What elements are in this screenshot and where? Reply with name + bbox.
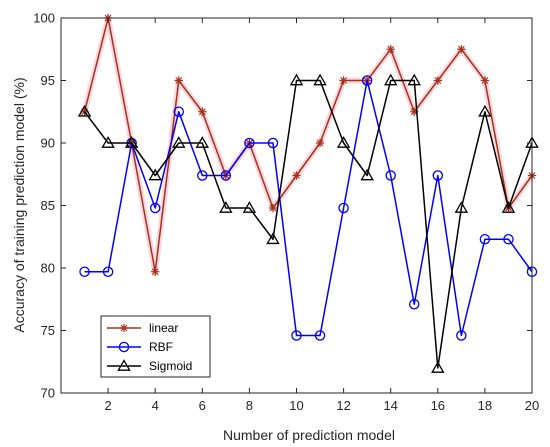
series-linear-point	[386, 45, 395, 54]
series-rbf-line	[84, 79, 533, 337]
series-linear-point	[433, 76, 442, 85]
series-rbf-point	[149, 202, 161, 214]
y-tick-label: 80	[41, 261, 55, 276]
legend: linear RBF Sigmoid	[100, 315, 211, 378]
series-linear-point	[457, 45, 466, 54]
series-rbf-point	[479, 233, 491, 245]
y-tick-label: 100	[33, 11, 55, 26]
legend-entry-sigmoid: Sigmoid	[107, 359, 192, 373]
series-rbf-point	[503, 233, 514, 245]
series-sigmoid-point	[454, 201, 469, 213]
series-rbf-point	[197, 170, 208, 181]
series-sigmoid-point	[313, 73, 327, 86]
legend-label: Sigmoid	[149, 359, 192, 373]
series-sigmoid	[77, 73, 539, 373]
series-rbf	[79, 75, 538, 341]
series-sigmoid-point	[77, 104, 92, 117]
series-sigmoid-point	[266, 232, 280, 245]
series-linear-point	[339, 76, 348, 85]
series-rbf-point	[361, 75, 373, 86]
series-sigmoid-point	[407, 73, 421, 86]
series-linear-point	[480, 76, 490, 85]
series-rbf-point	[338, 202, 349, 214]
series-linear-point	[268, 203, 278, 213]
legend-label: RBF	[149, 340, 173, 354]
x-tick-label: 4	[152, 398, 159, 413]
series-rbf-point	[102, 266, 114, 277]
legend-marker	[118, 341, 130, 353]
series-sigmoid-point	[336, 136, 351, 148]
series-sigmoid-point	[101, 136, 115, 148]
x-tick-label: 2	[104, 398, 111, 413]
series-sigmoid-point	[478, 104, 492, 117]
legend-label: linear	[149, 321, 178, 335]
series-linear-point	[198, 107, 207, 116]
y-axis-label: Accuracy of training prediction model (%…	[11, 77, 27, 332]
y-tick-label: 90	[41, 136, 55, 151]
series-rbf-point	[173, 106, 184, 118]
series-sigmoid-point	[172, 136, 186, 148]
y-tick-label: 75	[41, 323, 55, 338]
legend-entry-rbf: RBF	[107, 340, 173, 354]
series-linear-point	[174, 76, 183, 85]
series-rbf-point	[220, 170, 232, 181]
axes-layer: 2 4 6 8 10 12 14 16 18 20 70 75 80 85 90 95 100	[33, 11, 539, 414]
legend-marker	[119, 323, 129, 333]
series-sigmoid-point	[219, 201, 233, 213]
series-rbf-point	[267, 137, 279, 149]
series-rbf-point	[244, 137, 255, 149]
series-sigmoid-line	[83, 79, 533, 369]
series-sigmoid-point	[431, 361, 445, 373]
series-rbf-point	[314, 330, 326, 341]
series-rbf-point	[291, 330, 302, 341]
x-axis-label: Number of prediction model	[223, 427, 395, 443]
x-tick-label: 6	[199, 398, 206, 413]
series-linear-line	[83, 17, 533, 273]
x-tick-label: 16	[431, 398, 445, 413]
x-tick-label: 10	[289, 398, 303, 413]
y-tick-label: 95	[41, 73, 55, 88]
series-rbf-point	[456, 330, 467, 341]
y-tick-label: 70	[41, 386, 55, 401]
series-sigmoid-point	[124, 136, 139, 148]
series-linear-point	[292, 171, 301, 180]
series-layer	[77, 13, 539, 373]
series-rbf-point	[79, 266, 90, 277]
series-rbf-point	[432, 170, 444, 181]
series-sigmoid-point	[501, 201, 516, 213]
series-sigmoid-point	[242, 201, 257, 213]
series-sigmoid-point	[289, 73, 304, 86]
series-sigmoid-point	[360, 168, 374, 181]
x-tick-label: 20	[525, 398, 539, 413]
series-rbf-point	[385, 170, 396, 181]
series-sigmoid-point	[148, 168, 162, 181]
legend-entry-linear: linear	[107, 321, 178, 335]
series-linear-point	[315, 138, 325, 148]
series-rbf-point	[408, 298, 420, 310]
x-tick-label: 12	[336, 398, 350, 413]
legend-marker	[117, 359, 131, 371]
series-linear-point	[151, 267, 160, 276]
x-tick-label: 8	[246, 398, 253, 413]
x-tick-label: 18	[478, 398, 492, 413]
x-tick-label: 14	[383, 398, 397, 413]
series-sigmoid-point	[383, 73, 398, 86]
series-sigmoid-point	[195, 136, 210, 148]
y-tick-label: 85	[41, 198, 55, 213]
